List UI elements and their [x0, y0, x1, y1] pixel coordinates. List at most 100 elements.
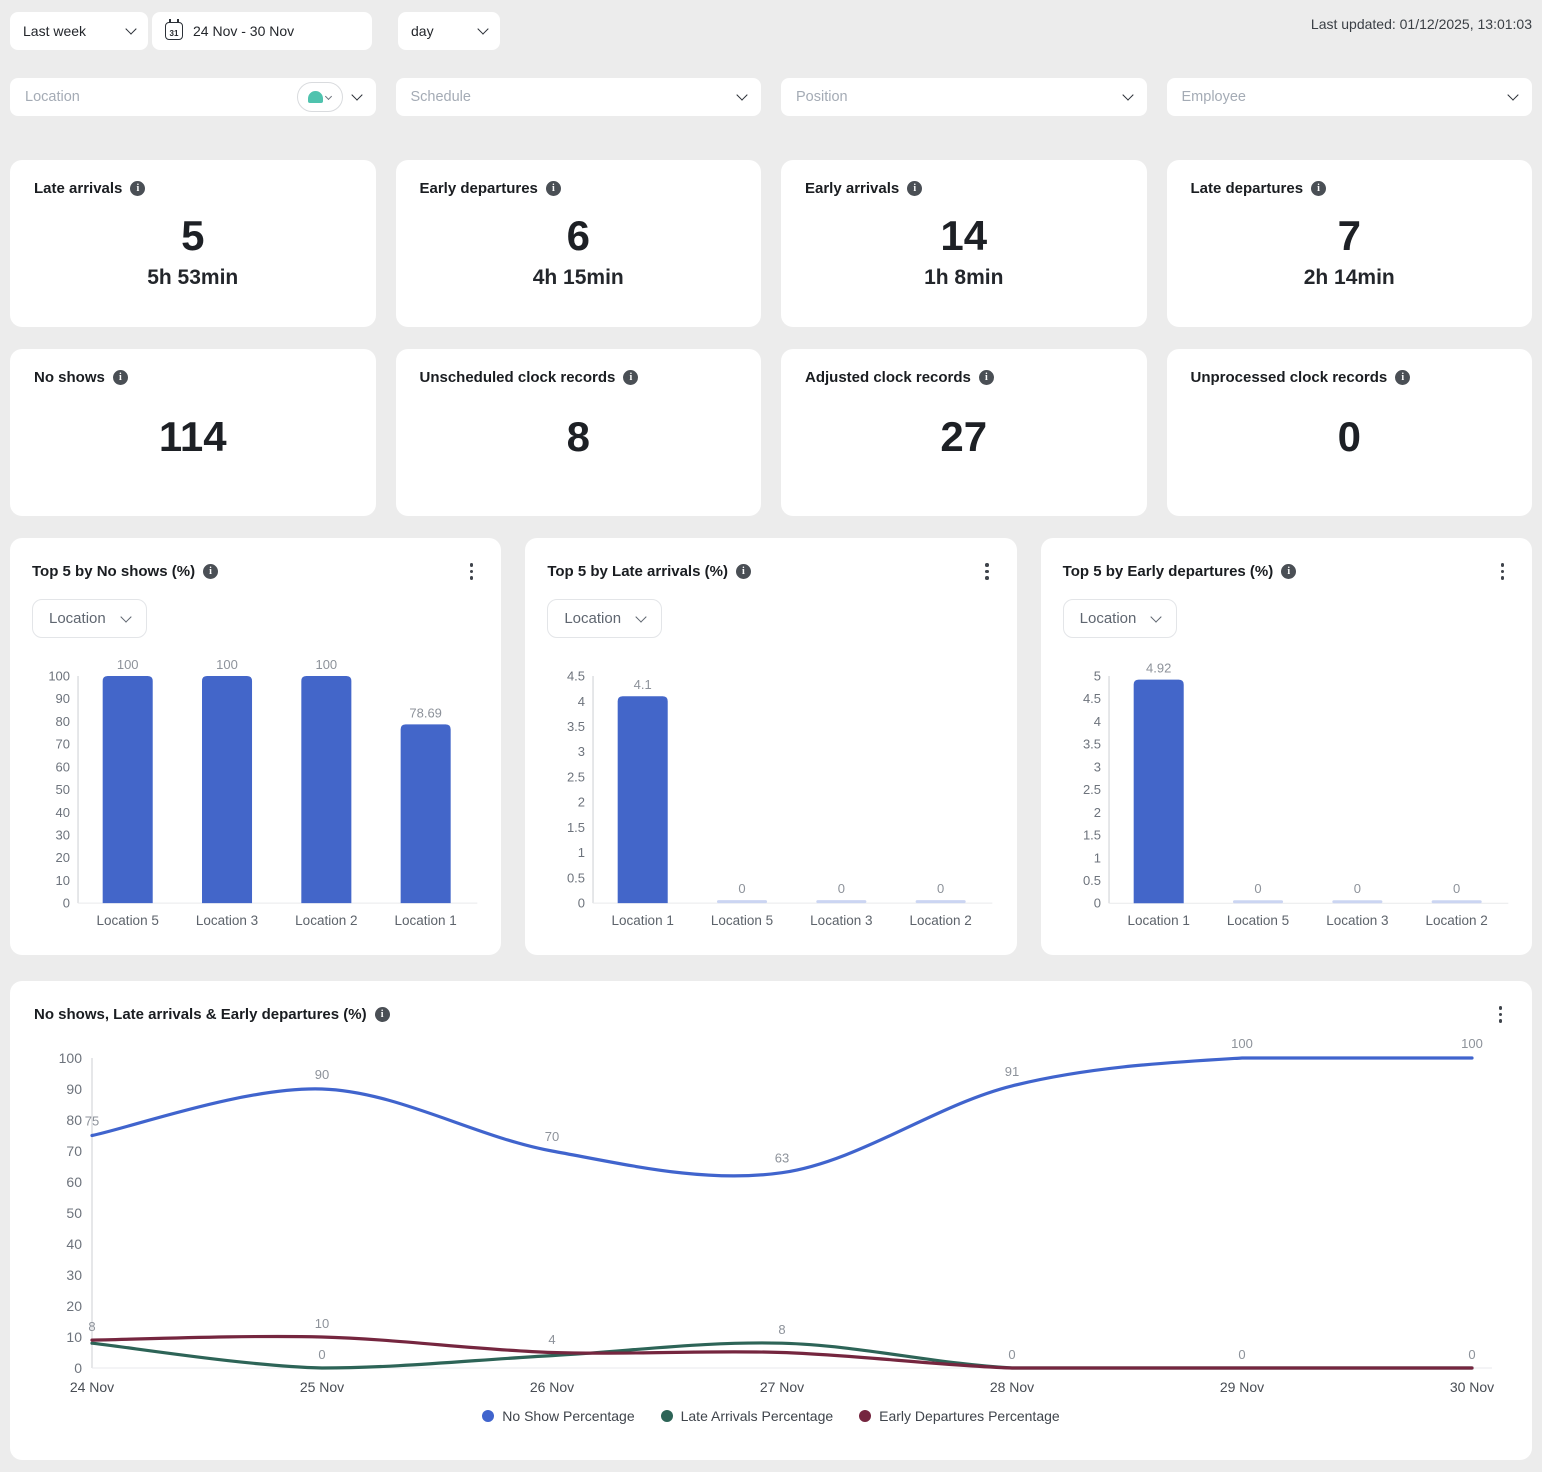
kpi-card-early-arrivals: Early arrivals i 14 1h 8min [781, 160, 1147, 327]
svg-text:50: 50 [66, 1205, 82, 1221]
chevron-down-icon [477, 22, 489, 35]
svg-text:63: 63 [775, 1150, 789, 1165]
svg-text:0: 0 [1453, 881, 1460, 896]
svg-text:Location 3: Location 3 [1326, 913, 1388, 928]
svg-text:100: 100 [315, 657, 337, 672]
svg-text:40: 40 [56, 804, 70, 819]
kpi-value: 8 [566, 413, 590, 461]
svg-text:1: 1 [578, 845, 585, 860]
svg-text:90: 90 [66, 1081, 82, 1097]
info-icon[interactable]: i [203, 563, 219, 579]
kpi-card-late-arrivals: Late arrivals i 5 5h 53min [10, 160, 376, 327]
svg-text:0: 0 [74, 1360, 82, 1376]
chart-card-no-shows: Top 5 by No shows (%) i Location 100 90 80… [10, 538, 502, 955]
chart-title: Top 5 by No shows (%) [32, 562, 196, 580]
legend-item-late-arrivals[interactable]: Late Arrivals Percentage [660, 1407, 834, 1424]
group-by-select[interactable]: Location [1062, 598, 1178, 638]
chart-title: Top 5 by Late arrivals (%) [547, 562, 728, 580]
employee-filter-placeholder: Employee [1181, 89, 1246, 105]
info-icon[interactable]: i [545, 181, 561, 196]
group-by-select[interactable]: Location [547, 598, 663, 638]
group-by-select[interactable]: Location [32, 598, 147, 638]
kpi-value: 114 [158, 413, 227, 461]
svg-text:8: 8 [88, 1319, 95, 1334]
chart-title: No shows, Late arrivals & Early departur… [34, 1005, 367, 1023]
svg-text:0: 0 [739, 881, 746, 896]
kpi-grid: Late arrivals i 5 5h 53min Early departure… [10, 160, 1532, 516]
info-icon[interactable]: i [112, 370, 128, 385]
legend-label: Late Arrivals Percentage [680, 1407, 834, 1424]
svg-text:3.5: 3.5 [1083, 736, 1101, 751]
chevron-down-icon [1150, 610, 1163, 623]
schedule-filter-placeholder: Schedule [410, 89, 471, 105]
location-avatar-pill[interactable] [296, 82, 343, 112]
info-icon[interactable]: i [130, 181, 146, 196]
svg-text:70: 70 [545, 1129, 559, 1144]
legend-item-early-departures[interactable]: Early Departures Percentage [859, 1408, 1060, 1424]
svg-text:4.5: 4.5 [567, 668, 585, 683]
svg-text:2: 2 [1093, 804, 1100, 819]
kpi-card-unprocessed-clock-records: Unprocessed clock records i 0 [1166, 349, 1532, 516]
chart-card-early-departures: Top 5 by Early departures (%) i Location… [1040, 538, 1532, 955]
svg-text:75: 75 [85, 1113, 99, 1128]
kpi-label: Early arrivals [805, 180, 900, 197]
info-icon[interactable]: i [735, 563, 751, 579]
svg-text:100: 100 [48, 668, 70, 683]
kebab-menu-icon[interactable] [1493, 1001, 1509, 1028]
kpi-label: Late arrivals [34, 180, 123, 197]
svg-text:0: 0 [1468, 1347, 1475, 1362]
svg-text:100: 100 [1461, 1036, 1483, 1051]
kebab-menu-icon[interactable] [979, 558, 995, 585]
top5-charts-row: Top 5 by No shows (%) i Location 100 90 80… [10, 538, 1532, 955]
kebab-menu-icon[interactable] [1495, 558, 1511, 585]
date-range-preset-select[interactable]: Last week [10, 12, 148, 50]
svg-text:Location 2: Location 2 [295, 913, 357, 928]
svg-text:0: 0 [1008, 1347, 1015, 1362]
svg-text:Location 1: Location 1 [395, 913, 457, 928]
position-filter[interactable]: Position [781, 78, 1147, 116]
info-icon[interactable]: i [1395, 370, 1411, 385]
chevron-down-icon [1121, 88, 1134, 101]
svg-text:10: 10 [315, 1316, 329, 1331]
kpi-value: 0 [1337, 413, 1361, 461]
svg-text:Location 1: Location 1 [1127, 913, 1189, 928]
svg-text:40: 40 [66, 1236, 82, 1252]
date-range-value: 24 Nov - 30 Nov [193, 23, 295, 39]
svg-text:60: 60 [56, 759, 70, 774]
position-filter-placeholder: Position [796, 89, 848, 105]
chevron-down-icon [125, 22, 137, 35]
svg-text:0: 0 [318, 1347, 325, 1362]
svg-text:Location 2: Location 2 [1425, 913, 1487, 928]
info-icon[interactable]: i [907, 181, 923, 196]
info-icon[interactable]: i [1281, 563, 1297, 579]
legend-dot-icon [859, 1409, 872, 1422]
employee-filter[interactable]: Employee [1166, 78, 1532, 116]
kpi-value: 7 [1337, 212, 1361, 260]
group-by-value: Location [1079, 609, 1137, 627]
kebab-menu-icon[interactable] [464, 558, 480, 585]
info-icon[interactable]: i [623, 370, 639, 385]
legend-label: No Show Percentage [502, 1407, 635, 1424]
info-icon[interactable]: i [1311, 181, 1327, 196]
granularity-select[interactable]: day [398, 12, 500, 50]
svg-text:4.5: 4.5 [1083, 691, 1101, 706]
info-icon[interactable]: i [374, 1006, 390, 1022]
svg-text:1.5: 1.5 [1083, 827, 1101, 842]
kpi-label: Early departures [419, 180, 538, 197]
group-by-value: Location [564, 609, 622, 627]
svg-text:20: 20 [66, 1298, 82, 1314]
date-range-picker[interactable]: 31 24 Nov - 30 Nov [152, 12, 372, 50]
kpi-label: Unprocessed clock records [1190, 369, 1388, 386]
kpi-value: 27 [940, 413, 988, 461]
location-filter[interactable]: Location [10, 78, 376, 116]
info-icon[interactable]: i [978, 370, 994, 385]
schedule-filter[interactable]: Schedule [395, 78, 761, 116]
svg-text:1.5: 1.5 [567, 819, 585, 834]
svg-text:26 Nov: 26 Nov [530, 1379, 574, 1395]
svg-text:0: 0 [1238, 1347, 1245, 1362]
legend-item-no-show[interactable]: No Show Percentage [482, 1407, 635, 1424]
svg-text:3: 3 [1093, 759, 1100, 774]
kpi-subvalue: 4h 15min [532, 265, 624, 289]
svg-text:10: 10 [66, 1329, 82, 1345]
